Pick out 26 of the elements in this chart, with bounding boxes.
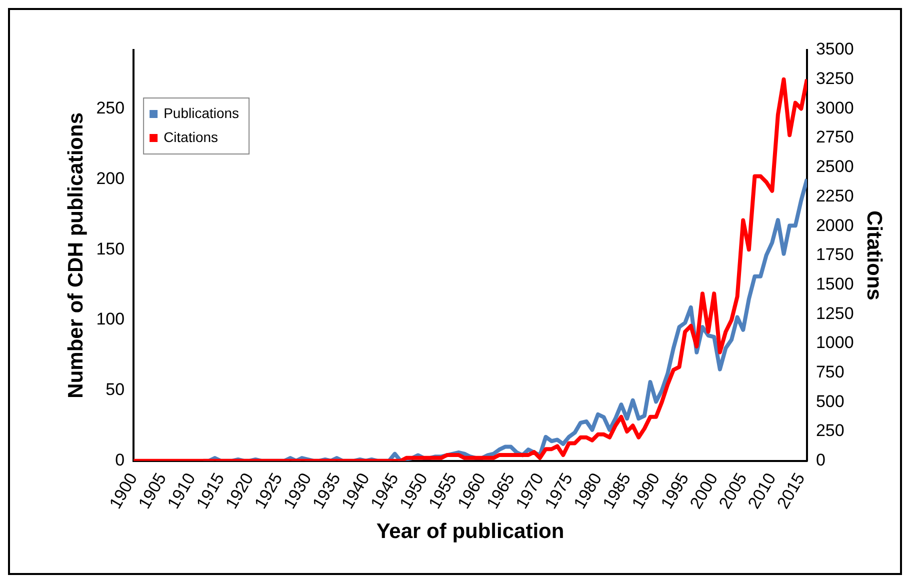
y-tick-label: 0 [115,450,125,470]
y2-tick-label: 0 [816,450,826,470]
legend-label: Citations [164,128,218,145]
y2-tick-label: 1000 [816,333,854,352]
y2-tick-label: 1750 [816,245,854,264]
y2-tick-label: 3000 [816,98,854,118]
y-tick-label: 150 [96,239,125,258]
y2-tick-label: 1250 [816,304,854,323]
y2-tick-label: 3250 [816,69,854,88]
y-tick-label: 50 [106,380,125,400]
y2-tick-label: 2250 [816,186,854,206]
y2-tick-label: 2500 [816,157,854,176]
y-tick-label: 250 [96,98,125,118]
y2-tick-label: 2000 [816,216,854,235]
x-axis-title: Year of publication [376,520,564,544]
y2-tick-label: 750 [816,362,844,382]
y-axis-title: Number of CDH publications [64,112,88,398]
legend-label: Publications [164,104,240,121]
y-tick-label: 200 [96,168,125,188]
y2-tick-label: 500 [816,392,844,411]
y2-tick-label: 1500 [816,274,854,294]
y2-tick-label: 2750 [816,128,854,147]
y2-tick-label: 250 [816,421,844,440]
y2-tick-label: 3500 [816,40,854,59]
y-tick-label: 100 [96,310,125,329]
y2-axis-title: Citations [862,210,886,300]
